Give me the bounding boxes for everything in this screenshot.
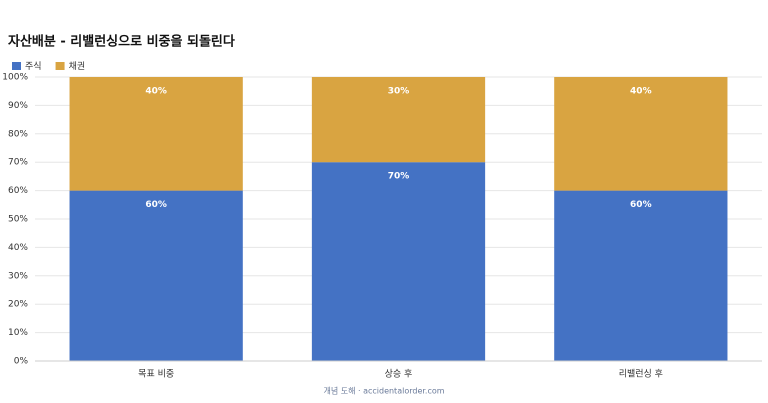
bar-segment bbox=[311, 162, 486, 361]
x-tick-label: 목표 비중 bbox=[138, 369, 174, 380]
legend-label: 채권 bbox=[69, 60, 86, 72]
y-tick-label: 80% bbox=[8, 129, 28, 139]
value-label: 60% bbox=[145, 200, 167, 210]
y-tick-label: 100% bbox=[2, 73, 28, 83]
y-tick-label: 30% bbox=[8, 271, 28, 281]
y-tick-label: 50% bbox=[8, 215, 28, 225]
y-tick-label: 0% bbox=[14, 357, 29, 367]
y-tick-label: 10% bbox=[8, 328, 28, 338]
y-tick-label: 20% bbox=[8, 300, 28, 310]
bar-segment bbox=[69, 77, 243, 191]
chart-title: 자산배분 - 리밸런싱으로 비중을 되돌린다 bbox=[8, 34, 235, 50]
value-label: 70% bbox=[388, 172, 410, 182]
y-tick-label: 40% bbox=[8, 243, 28, 253]
bar-segment bbox=[554, 77, 728, 191]
y-tick-label: 60% bbox=[8, 186, 28, 196]
y-tick-label: 90% bbox=[8, 101, 28, 111]
y-tick-label: 70% bbox=[8, 158, 28, 168]
footer: 개념 도해 · accidentalorder.com bbox=[323, 386, 444, 396]
value-label: 40% bbox=[630, 87, 652, 97]
bar-segment bbox=[311, 77, 486, 163]
value-label: 30% bbox=[388, 87, 410, 97]
legend-swatch bbox=[55, 62, 65, 70]
x-tick-label: 상승 후 bbox=[385, 369, 413, 380]
legend-swatch bbox=[12, 62, 21, 70]
value-label: 40% bbox=[145, 87, 167, 97]
bar-segment bbox=[554, 190, 728, 361]
value-label: 60% bbox=[630, 200, 652, 210]
x-tick-label: 리밸런싱 후 bbox=[619, 369, 663, 380]
bar-segment bbox=[69, 190, 243, 361]
legend-label: 주식 bbox=[25, 61, 42, 72]
